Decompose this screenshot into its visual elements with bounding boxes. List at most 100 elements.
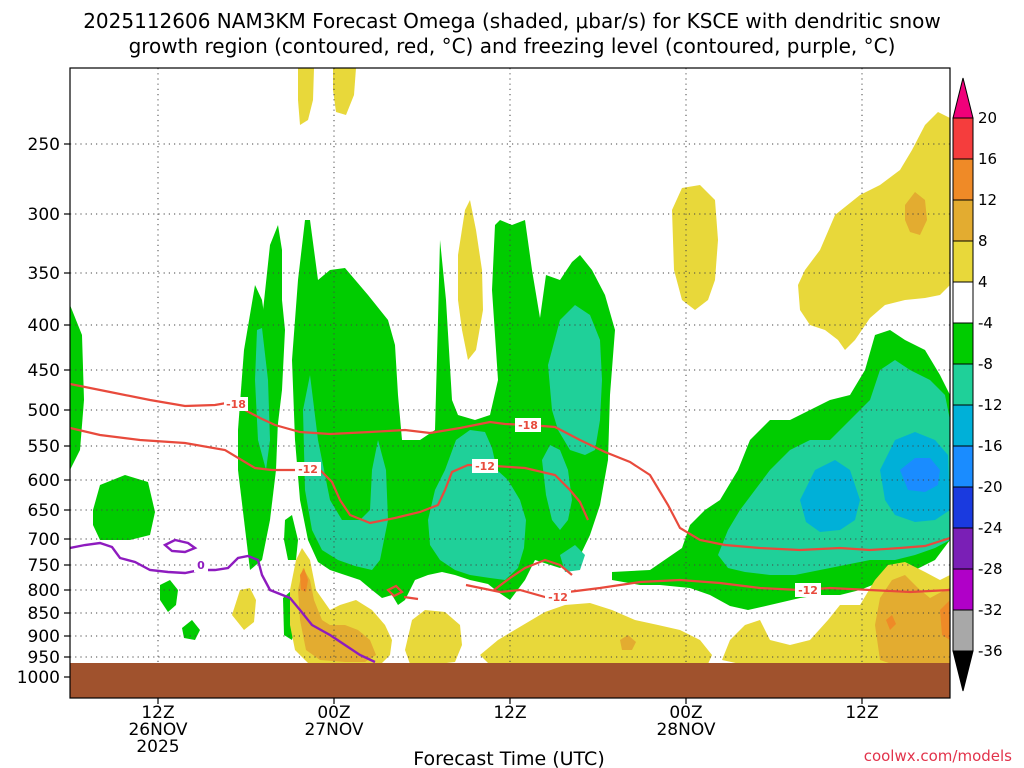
colorbar-swatch (952, 363, 974, 406)
colorbar-swatch (952, 158, 974, 201)
omega-orange-region (886, 615, 896, 630)
colorbar-swatch (952, 322, 974, 365)
y-tick-label: 750 (28, 556, 60, 576)
colorbar-label: -28 (978, 560, 1003, 578)
y-tick-label: 850 (28, 604, 60, 624)
colorbar-swatch (952, 117, 974, 160)
y-axis: 250 300 350 400 450 500 550 600 650 700 750 800 850 9… (17, 135, 70, 688)
y-tick-label: 500 (28, 401, 60, 421)
colorbar-label: 12 (978, 191, 997, 209)
x-tick-label: 2025 (136, 737, 179, 757)
chart-title-line2: growth region (contoured, red, °C) and f… (129, 34, 896, 58)
contour-label: -18 (226, 398, 246, 411)
omega-green-region (284, 515, 298, 560)
omega-orange-region (300, 568, 308, 592)
y-tick-label: 350 (28, 264, 60, 284)
contour-line-minus12 (403, 595, 419, 601)
y-tick-label: 1000 (17, 668, 60, 688)
colorbar-swatch (952, 445, 974, 488)
x-tick-label: 12Z (493, 703, 526, 723)
omega-yellow-region (672, 185, 718, 310)
y-tick-label: 650 (28, 501, 60, 521)
credit-link[interactable]: coolwx.com/models (864, 747, 1012, 765)
contour-label: -18 (518, 419, 538, 432)
x-tick-label: 26NOV (128, 720, 187, 740)
x-tick-label: 27NOV (304, 720, 363, 740)
colorbar-label: -4 (978, 314, 993, 332)
chart-title-line1: 2025112606 NAM3KM Forecast Omega (shaded… (83, 9, 941, 33)
x-tick-label: 12Z (141, 703, 174, 723)
omega-teal-region (560, 545, 585, 572)
omega-gold-region (905, 192, 927, 235)
omega-teal-region (542, 445, 572, 530)
colorbar-swatch (952, 527, 974, 570)
colorbar-label: 20 (978, 109, 997, 127)
colorbar-swatch (952, 568, 974, 611)
colorbar-label: -24 (978, 519, 1003, 537)
colorbar-label: -20 (978, 478, 1003, 496)
omega-blue-region (900, 458, 940, 492)
x-axis-label: Forecast Time (UTC) (413, 748, 604, 768)
y-tick-label: 450 (28, 361, 60, 381)
colorbar-swatch (952, 486, 974, 529)
freezing-line-loop (162, 538, 198, 554)
contour-labels: -18 -12 -12 -12 -18 -12 0 (194, 397, 821, 604)
x-tick-label: 12Z (845, 703, 878, 723)
contour-line-minus12 (465, 578, 950, 599)
colorbar-swatch (952, 281, 974, 324)
y-tick-label: 550 (28, 437, 60, 457)
y-tick-label: 400 (28, 316, 60, 336)
colorbar-extend-top (952, 77, 974, 119)
contour-label: -12 (798, 584, 818, 597)
contour-label: 0 (197, 559, 205, 572)
omega-teal-region (428, 430, 526, 580)
y-tick-label: 800 (28, 581, 60, 601)
colorbar-swatch (952, 199, 974, 242)
omega-teal-region (548, 305, 602, 455)
contour-line-minus12 (70, 426, 590, 525)
colorbar-swatch (952, 240, 974, 283)
omega-yellow-region (333, 68, 356, 115)
freezing-contour (70, 538, 376, 664)
omega-gold-region (620, 635, 636, 650)
grid-lines (70, 68, 950, 663)
x-tick-label: 00Z (669, 703, 702, 723)
omega-gold-region (298, 568, 376, 662)
omega-yellow-region (298, 68, 314, 125)
y-tick-label: 900 (28, 627, 60, 647)
omega-green-region (182, 620, 200, 640)
omega-yellow-region (232, 588, 256, 630)
freezing-line (70, 541, 376, 664)
colorbar-label: -36 (978, 642, 1003, 660)
y-tick-label: 300 (28, 205, 60, 225)
omega-teal-region (255, 328, 270, 470)
x-tick-label: 28NOV (656, 720, 715, 740)
omega-yellow-region (480, 603, 712, 665)
y-tick-label: 700 (28, 530, 60, 550)
colorbar-label: -8 (978, 355, 993, 373)
omega-orange-region (940, 600, 950, 640)
y-tick-label: 250 (28, 135, 60, 155)
omega-cyan-region (800, 460, 860, 532)
colorbar-extend-bottom (952, 650, 974, 692)
y-tick-label: 950 (28, 648, 60, 668)
colorbar: 20 16 12 8 4 -4 -8 -12 -16 -20 -24 -28 -32 -36 (952, 77, 1003, 692)
contour-line-minus12 (493, 558, 573, 591)
omega-strong-upward-shading (255, 305, 950, 580)
omega-green-region (262, 225, 285, 440)
colorbar-label: 16 (978, 150, 997, 168)
omega-yellow-region (458, 200, 483, 360)
contour-label: -12 (298, 463, 318, 476)
omega-green-region (93, 475, 155, 540)
colorbar-label: 8 (978, 232, 988, 250)
omega-upward-shading (70, 220, 950, 640)
colorbar-label: -12 (978, 396, 1003, 414)
omega-gold-region (875, 575, 950, 665)
omega-green-region (160, 580, 178, 612)
omega-yellow-region (798, 112, 950, 350)
colorbar-swatch (952, 404, 974, 447)
colorbar-label: 4 (978, 273, 988, 291)
contour-line-minus12 (386, 584, 404, 598)
colorbar-label: -16 (978, 437, 1003, 455)
